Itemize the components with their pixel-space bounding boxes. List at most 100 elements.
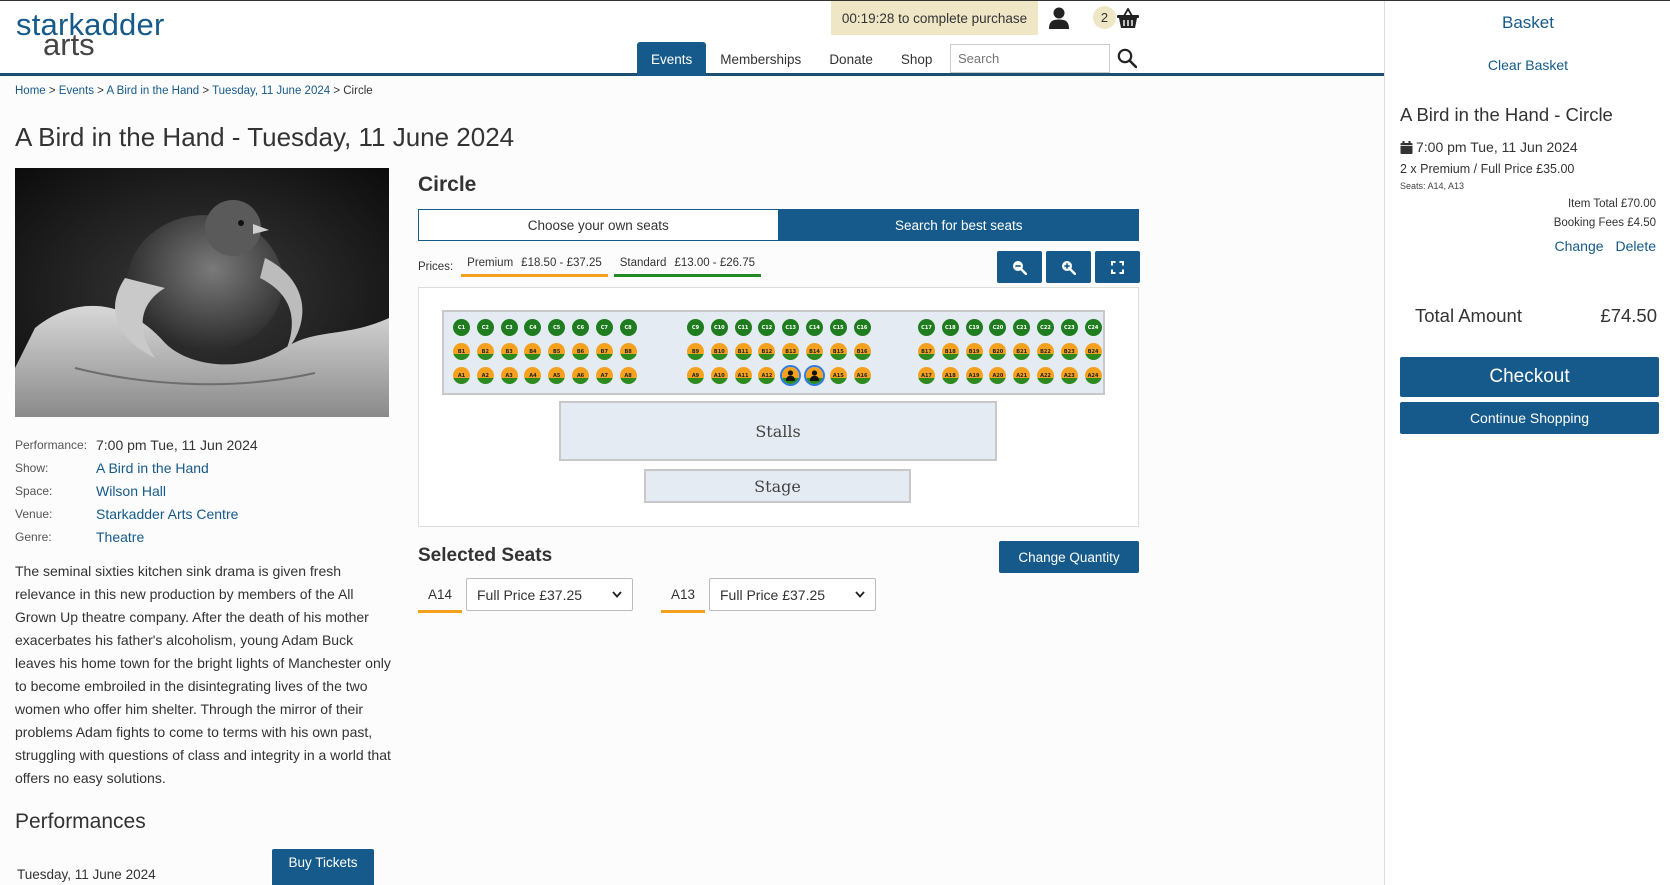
seat-A7[interactable]: A7	[595, 367, 613, 384]
seat-A20[interactable]: A20	[989, 367, 1007, 384]
seat-A1[interactable]: A1	[453, 367, 470, 384]
seat-A16[interactable]: A16	[853, 367, 871, 384]
seat-B11[interactable]: B11	[734, 343, 752, 360]
user-icon[interactable]	[1049, 7, 1069, 29]
seat-C9[interactable]: C9	[687, 319, 704, 336]
seat-A10[interactable]: A10	[710, 367, 728, 384]
seat-A2[interactable]: A2	[476, 367, 494, 384]
change-quantity-button[interactable]: Change Quantity	[999, 541, 1139, 573]
seat-C7[interactable]: C7	[595, 319, 613, 336]
search-input[interactable]	[950, 44, 1110, 73]
seat-C18[interactable]: C18	[941, 319, 959, 336]
fullscreen-button[interactable]	[1095, 251, 1140, 283]
seat-C24[interactable]: C24	[1084, 319, 1102, 336]
seat-C2[interactable]: C2	[476, 319, 494, 336]
seat-B24[interactable]: B24	[1084, 343, 1102, 360]
seat-C16[interactable]: C16	[853, 319, 871, 336]
seat-B7[interactable]: B7	[595, 343, 613, 360]
seat-C3[interactable]: C3	[500, 319, 518, 336]
seat-C19[interactable]: C19	[965, 319, 983, 336]
seat-A19[interactable]: A19	[965, 367, 983, 384]
seat-B6[interactable]: B6	[572, 343, 589, 360]
seat-A15[interactable]: A15	[829, 367, 847, 384]
seat-B5[interactable]: B5	[548, 343, 566, 360]
seat-B23[interactable]: B23	[1060, 343, 1078, 360]
seat-A11[interactable]: A11	[734, 367, 752, 384]
seat-A23[interactable]: A23	[1060, 367, 1078, 384]
search-icon[interactable]	[1117, 48, 1137, 68]
seat-C14[interactable]: C14	[806, 319, 823, 336]
seat-C13[interactable]: C13	[782, 319, 800, 336]
checkout-button[interactable]: Checkout	[1400, 357, 1659, 397]
nav-shop[interactable]: Shop	[900, 51, 933, 67]
basket-count-badge[interactable]: 2	[1093, 6, 1116, 29]
seat-C10[interactable]: C10	[710, 319, 728, 336]
seat-B4[interactable]: B4	[524, 343, 542, 360]
choose-own-seats-tab[interactable]: Choose your own seats	[418, 209, 779, 241]
seat-B3[interactable]: B3	[500, 343, 518, 360]
seat-A18[interactable]: A18	[941, 367, 959, 384]
space-link[interactable]: Wilson Hall	[96, 482, 167, 499]
seat-C15[interactable]: C15	[829, 319, 847, 336]
seat-B1[interactable]: B1	[453, 343, 470, 360]
seat-C17[interactable]: C17	[918, 319, 935, 336]
seat-B10[interactable]: B10	[710, 343, 728, 360]
seat-B22[interactable]: B22	[1037, 343, 1054, 360]
zoom-in-button[interactable]	[1046, 251, 1091, 283]
basket-icon[interactable]	[1117, 8, 1139, 28]
seat-A12[interactable]: A12	[758, 367, 776, 384]
seat-B16[interactable]: B16	[853, 343, 871, 360]
seat-C23[interactable]: C23	[1060, 319, 1078, 336]
breadcrumb-events[interactable]: Events	[58, 85, 94, 97]
genre-link[interactable]: Theatre	[96, 528, 145, 545]
seat-B8[interactable]: B8	[619, 343, 637, 360]
seat-A6[interactable]: A6	[572, 367, 589, 384]
nav-memberships[interactable]: Memberships	[720, 51, 802, 67]
seat-B14[interactable]: B14	[806, 343, 823, 360]
seat-B12[interactable]: B12	[758, 343, 776, 360]
clear-basket-link[interactable]: Clear Basket	[1487, 57, 1569, 73]
search-best-seats-tab[interactable]: Search for best seats	[778, 209, 1139, 241]
seat-A22[interactable]: A22	[1037, 367, 1054, 384]
venue-link[interactable]: Starkadder Arts Centre	[96, 505, 239, 522]
seat-A4[interactable]: A4	[524, 367, 542, 384]
seat-B17[interactable]: B17	[918, 343, 935, 360]
seat-A21[interactable]: A21	[1013, 367, 1031, 384]
seat-C4[interactable]: C4	[524, 319, 542, 336]
seat-B19[interactable]: B19	[965, 343, 983, 360]
seat-C21[interactable]: C21	[1013, 319, 1031, 336]
seat-A17[interactable]: A17	[918, 367, 935, 384]
delete-item-link[interactable]: Delete	[1615, 238, 1656, 254]
seat-A5[interactable]: A5	[548, 367, 566, 384]
breadcrumb-date[interactable]: Tuesday, 11 June 2024	[212, 85, 331, 97]
ticket-type-select[interactable]: Full Price £37.25	[709, 578, 876, 611]
seat-A14[interactable]	[806, 367, 823, 384]
seat-B21[interactable]: B21	[1013, 343, 1031, 360]
buy-tickets-button[interactable]: Buy Tickets	[272, 849, 374, 885]
continue-shopping-button[interactable]: Continue Shopping	[1400, 402, 1659, 434]
ticket-type-select[interactable]: Full Price £37.25	[466, 578, 633, 611]
seat-A8[interactable]: A8	[619, 367, 637, 384]
seat-B9[interactable]: B9	[687, 343, 704, 360]
breadcrumb-home[interactable]: Home	[15, 85, 46, 97]
nav-events[interactable]: Events	[637, 42, 707, 76]
breadcrumb-show[interactable]: A Bird in the Hand	[106, 85, 200, 97]
site-logo[interactable]: starkadder arts	[16, 9, 164, 60]
seat-B15[interactable]: B15	[829, 343, 847, 360]
stalls-area[interactable]: Stalls	[559, 401, 997, 461]
nav-donate[interactable]: Donate	[829, 51, 873, 67]
seat-A24[interactable]: A24	[1084, 367, 1102, 384]
show-link[interactable]: A Bird in the Hand	[96, 459, 209, 476]
seat-B18[interactable]: B18	[941, 343, 959, 360]
seat-A3[interactable]: A3	[500, 367, 518, 384]
seat-A13[interactable]	[782, 367, 800, 384]
seat-B13[interactable]: B13	[782, 343, 800, 360]
seat-C11[interactable]: C11	[734, 319, 752, 336]
seat-A9[interactable]: A9	[687, 367, 704, 384]
seat-C8[interactable]: C8	[619, 319, 637, 336]
seat-B20[interactable]: B20	[989, 343, 1007, 360]
seat-B2[interactable]: B2	[476, 343, 494, 360]
zoom-out-button[interactable]	[997, 251, 1042, 283]
seat-C12[interactable]: C12	[758, 319, 776, 336]
seat-C22[interactable]: C22	[1037, 319, 1054, 336]
